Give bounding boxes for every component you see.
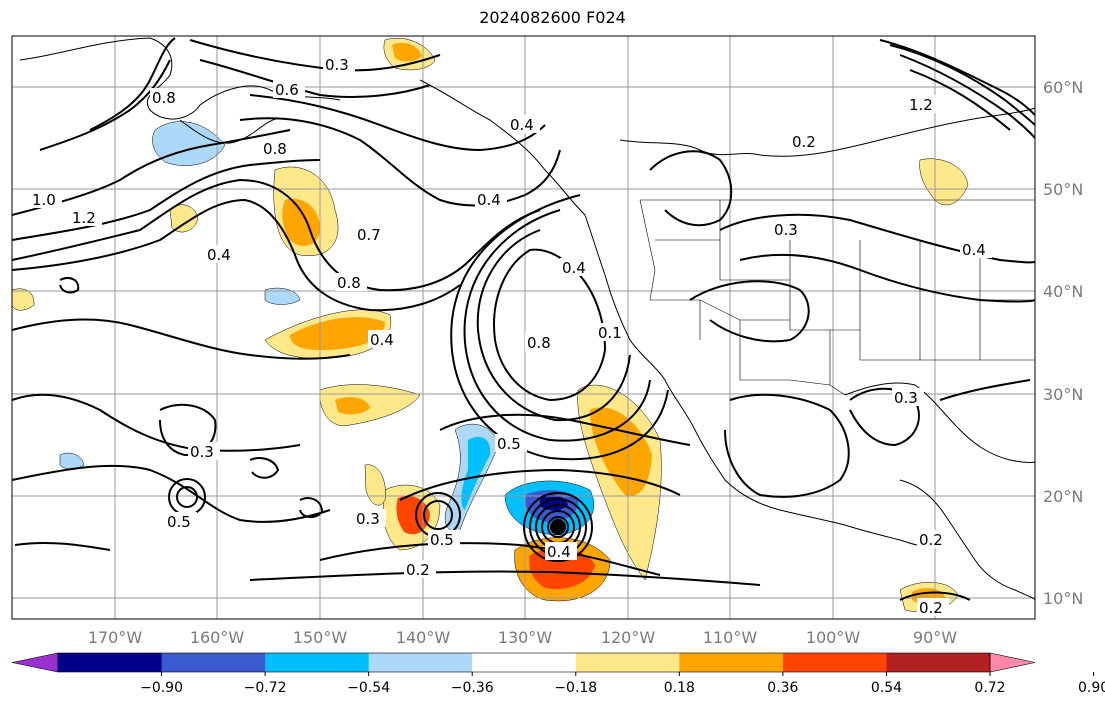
contour-label: 0.4: [207, 246, 231, 264]
latitude-axis: 60°N 50°N 40°N 30°N 20°N 10°N: [1043, 78, 1083, 608]
colorbar-segment: [886, 653, 991, 672]
lon-tick-label: 120°W: [601, 628, 656, 647]
colorbar-segment: [575, 653, 680, 672]
colorbar-segment: [161, 653, 266, 672]
fill-orange-patch: [319, 384, 421, 427]
colorbar-frame: [57, 652, 991, 673]
contour-label: 0.7: [357, 226, 381, 244]
contour-label: 0.3: [325, 56, 349, 74]
contour-label: 0.3: [190, 443, 214, 461]
fill-orange-patch: [335, 397, 370, 415]
contour-label: 0.8: [263, 140, 287, 158]
contour-label: 0.8: [527, 334, 551, 352]
colorbar-tick-label: −0.36: [451, 680, 494, 696]
fill-orange-patch: [11, 288, 35, 311]
colorbar-tick-label: 0.90: [1078, 680, 1105, 696]
contour-label: 0.4: [510, 116, 534, 134]
contour-label: 0.2: [406, 561, 430, 579]
political-borders: [639, 199, 1035, 396]
colorbar-tick-label: −0.54: [347, 680, 390, 696]
fill-orange-patch: [919, 158, 969, 206]
contour-label: 1.2: [909, 96, 933, 114]
contour-label: 0.6: [275, 81, 299, 99]
colorbar-segment: [368, 653, 473, 672]
lat-tick-label: 60°N: [1043, 78, 1083, 97]
colorbar-segment: [782, 653, 887, 672]
contour-label: 0.2: [919, 531, 943, 549]
lon-tick-label: 140°W: [396, 628, 451, 647]
colorbar: −0.90 −0.72 −0.54 −0.36 −0.18 0.18 0.36 0.54 0.7…: [11, 652, 1105, 696]
colorbar-extend-high: [989, 652, 1036, 673]
contour-label: 0.5: [167, 513, 191, 531]
lon-tick-label: 170°W: [88, 628, 143, 647]
contour-label: 0.3: [356, 510, 380, 528]
fill-orange-patch: [392, 42, 422, 62]
fill-orange-patch: [169, 204, 199, 233]
lon-tick-label: 100°W: [806, 628, 861, 647]
map-frame: [11, 35, 1036, 620]
contour-label: 0.2: [919, 599, 943, 617]
colorbar-segment: [58, 653, 163, 672]
fill-orange-patch: [290, 317, 385, 350]
contour-label: 1.2: [72, 209, 96, 227]
colorbar-tick-label: 0.36: [767, 680, 798, 696]
colorbar-tick-label: −0.72: [244, 680, 287, 696]
fill-orange-patch: [590, 407, 652, 496]
colorbar-segment: [265, 653, 370, 672]
lat-tick-label: 50°N: [1043, 180, 1083, 199]
fill-blue-patch: [264, 287, 301, 305]
contour-label: 0.1: [598, 324, 622, 342]
colorbar-segment: [679, 653, 784, 672]
fill-red-patch: [396, 495, 430, 535]
contour-label-layer: 0.3 0.6 0.8 1.0 1.2 0.8 0.4 0.7 0.8 0.4 …: [30, 55, 992, 617]
colorbar-extend-low: [11, 652, 59, 673]
lat-tick-label: 10°N: [1043, 589, 1083, 608]
contour-label: 0.2: [792, 133, 816, 151]
longitude-axis: 170°W 160°W 150°W 140°W 130°W 120°W 110°…: [88, 628, 957, 647]
contour-label: 0.5: [430, 531, 454, 549]
lon-tick-label: 90°W: [913, 628, 957, 647]
lon-tick-label: 130°W: [498, 628, 553, 647]
lon-tick-label: 110°W: [703, 628, 758, 647]
contour-label: 0.4: [370, 331, 394, 349]
contour-label: 0.3: [774, 221, 798, 239]
colorbar-tick-label: 0.72: [974, 680, 1005, 696]
lat-tick-label: 20°N: [1043, 487, 1083, 506]
fill-blue-patch: [59, 452, 85, 469]
colorbar-tick-label: 0.54: [871, 680, 902, 696]
contour-label: 0.5: [497, 435, 521, 453]
lat-tick-label: 30°N: [1043, 385, 1083, 404]
fill-orange-patch: [364, 464, 386, 506]
map-title: 2024082600 F024: [479, 8, 626, 27]
contour-label: 1.0: [32, 191, 56, 209]
lon-tick-label: 150°W: [293, 628, 348, 647]
contour-label: 0.4: [962, 241, 986, 259]
colorbar-segment: [472, 653, 577, 672]
colorbar-tick-label: 0.18: [664, 680, 695, 696]
lon-tick-label: 160°W: [190, 628, 245, 647]
contour-label: 0.4: [547, 543, 571, 561]
contour-label: 0.4: [562, 259, 586, 277]
colorbar-tick-label: −0.18: [554, 680, 597, 696]
lat-tick-label: 40°N: [1043, 282, 1083, 301]
contour-label: 0.3: [894, 389, 918, 407]
contour-label: 0.4: [477, 191, 501, 209]
colorbar-tick-label: −0.90: [140, 680, 183, 696]
contour-label: 0.8: [337, 274, 361, 292]
fill-blue-patch: [461, 436, 491, 510]
contour-label: 0.8: [152, 89, 176, 107]
